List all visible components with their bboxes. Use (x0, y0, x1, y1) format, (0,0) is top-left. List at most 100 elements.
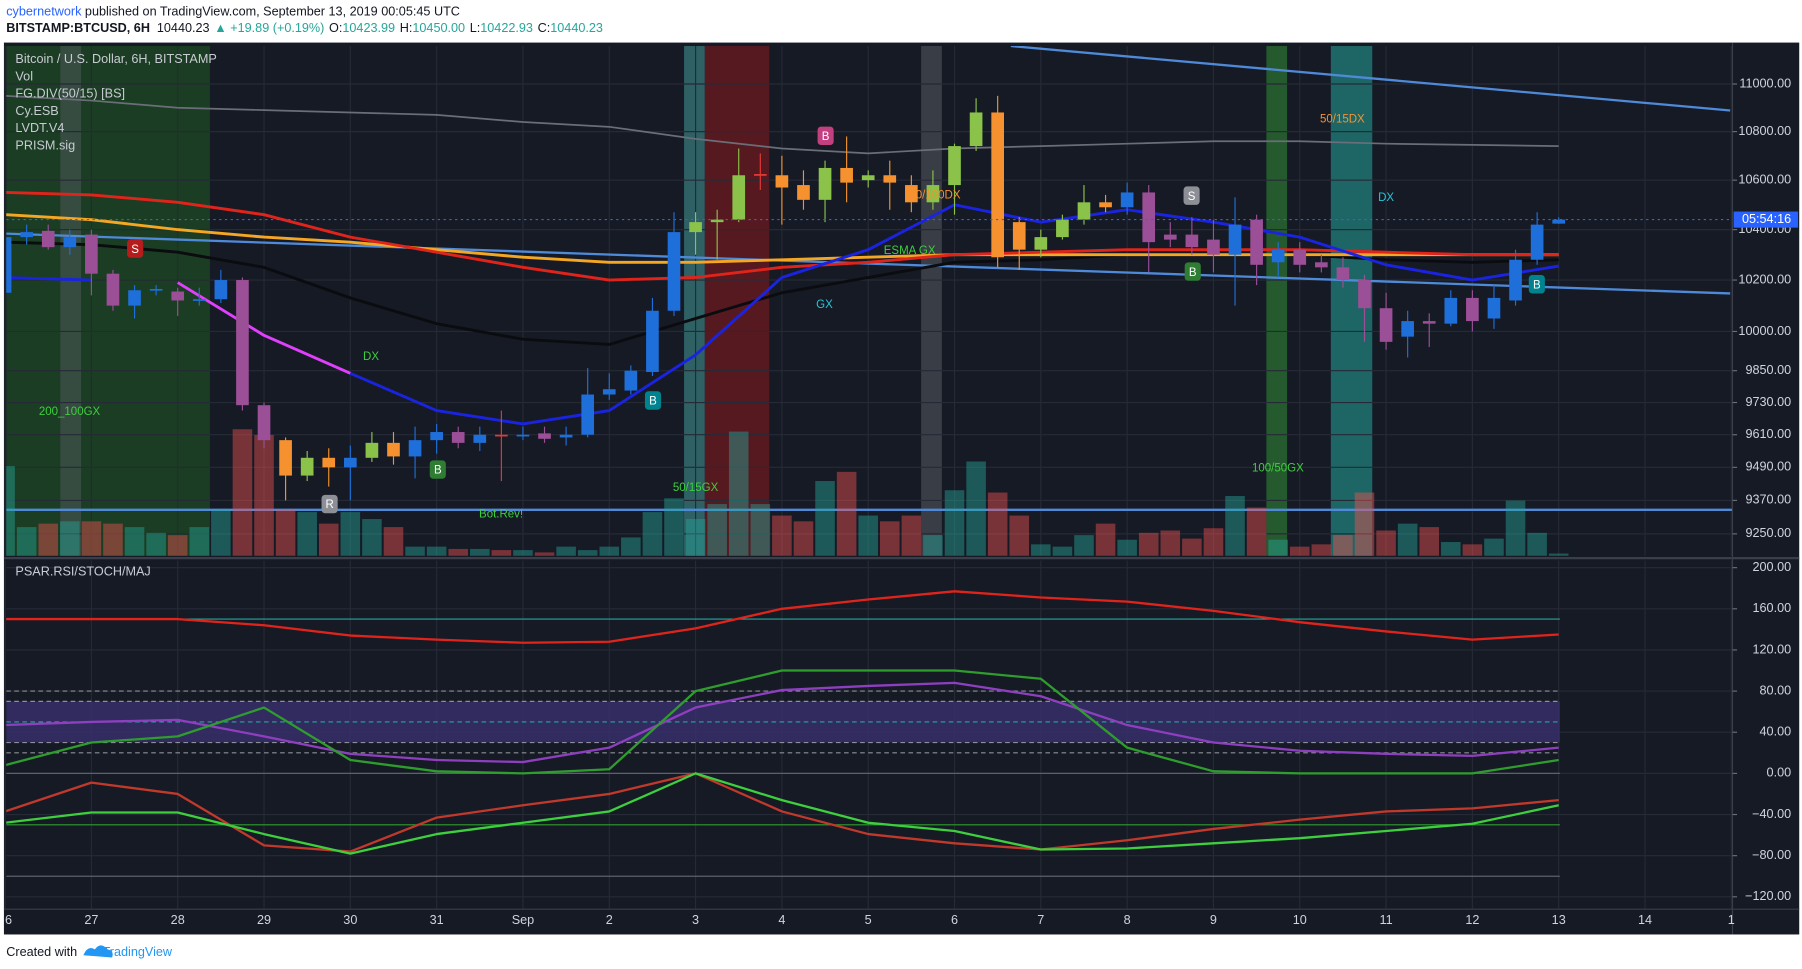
candle-body (451, 432, 465, 443)
trendline (1010, 46, 1731, 112)
y-tick-label: 0.00 (1767, 766, 1792, 780)
volume-bar (901, 515, 922, 556)
candle-body (516, 434, 530, 437)
volume-bar (1203, 528, 1224, 556)
candle-body (581, 394, 595, 435)
candle-body (214, 280, 228, 300)
x-tick-label: 5 (865, 913, 872, 927)
footer: Created with TradingView (6, 945, 173, 959)
x-tick-label: 11 (1380, 913, 1393, 927)
chart-background (3, 42, 1800, 935)
candle-body (106, 273, 120, 306)
volume-bar (513, 550, 533, 556)
signal-letter: B (649, 396, 657, 408)
published: published on TradingView.com, September … (81, 5, 460, 19)
volume-bar (1268, 539, 1288, 556)
pane-title: Bitcoin / U.S. Dollar, 6H, BITSTAMP (15, 52, 216, 66)
candle-body (602, 389, 616, 395)
signal-label: 50/100DX (909, 190, 960, 202)
candle-body (1552, 219, 1566, 224)
x-tick-label: 10 (1293, 913, 1307, 927)
candle-body (85, 234, 98, 274)
candle-body (624, 370, 638, 391)
y-tick-label: −80.00 (1752, 848, 1791, 862)
candle-body (1099, 202, 1112, 208)
candle-body (1379, 308, 1393, 342)
band (1266, 46, 1288, 556)
y-tick-label: 120.00 (1752, 642, 1791, 656)
volume-bar (1354, 492, 1375, 556)
volume-bar (879, 521, 900, 556)
volume-bar (1484, 538, 1504, 556)
x-tick-label: Sep (512, 913, 535, 927)
publisher[interactable]: cybernetwork (6, 5, 82, 19)
y-tick-label: 10600.00 (1738, 173, 1791, 187)
volume-bar (1117, 539, 1137, 556)
candle-body (1509, 259, 1522, 301)
volume-bar (470, 548, 490, 556)
volume-bar (1289, 546, 1310, 556)
candle-body (343, 457, 357, 468)
candle-body (6, 237, 12, 293)
candle-body (279, 440, 292, 476)
volume-bar (1074, 535, 1094, 556)
x-tick-label: 3 (692, 913, 699, 927)
signal-letter: R (325, 499, 333, 511)
indicator-name: LVDT.V4 (15, 121, 64, 135)
volume-bar (1138, 532, 1159, 556)
y-tick-label: 10200.00 (1738, 272, 1791, 286)
candle-body (1358, 280, 1371, 309)
volume-bar (987, 492, 1008, 556)
volume-bar (1505, 500, 1526, 556)
y-tick-label: −120.00 (1745, 889, 1791, 903)
volume-bar (944, 490, 965, 556)
oscillator-line (6, 681, 1559, 764)
band (684, 46, 705, 556)
candle-body (1185, 234, 1199, 248)
volume-bar (1462, 544, 1483, 556)
candle-body (1120, 192, 1134, 208)
volume-bar (189, 527, 210, 556)
candle-body (1012, 222, 1026, 250)
signal-badge (127, 239, 144, 258)
volume-bar (621, 537, 641, 556)
candle-body (1271, 249, 1285, 263)
candle-body (128, 290, 141, 306)
candle-body (926, 185, 940, 203)
volume-bar (750, 504, 771, 556)
oscillator-line (6, 590, 1559, 644)
candle-body (538, 433, 551, 439)
candle-body (63, 237, 77, 248)
x-tick-label: 4 (778, 913, 785, 927)
signal-label: DX (1378, 192, 1394, 204)
volume-bar (577, 550, 598, 556)
footer-brand[interactable]: TradingView (103, 945, 173, 959)
signal-badge (817, 126, 834, 146)
volume-bar (1052, 546, 1073, 556)
candle-body (1530, 224, 1544, 260)
volume-bar (81, 521, 102, 556)
candle-body (840, 167, 853, 183)
volume-bar (1009, 515, 1030, 556)
moving-average (176, 281, 351, 375)
volume-bar (1246, 507, 1267, 556)
x-tick-label: 9 (1210, 913, 1217, 927)
ohlc-key: C: (538, 21, 551, 35)
y-tick-label: 160.00 (1752, 601, 1791, 615)
volume-bar (167, 535, 188, 556)
candle-body (1422, 321, 1436, 324)
candle-body (1250, 219, 1263, 265)
oscillator-line (6, 772, 1559, 853)
signal-label: 200_100GX (39, 406, 101, 418)
volume-bar (1441, 542, 1461, 556)
y-tick-label: 200.00 (1752, 560, 1791, 574)
footer-text: Created with (6, 945, 77, 959)
volume-bar (491, 550, 512, 556)
volume-bar (1311, 544, 1332, 556)
volume-bar (232, 429, 253, 556)
candle-body (905, 185, 918, 203)
candle-body (192, 299, 206, 301)
volume-bar (1527, 532, 1547, 556)
y-tick-label: 9850.00 (1745, 363, 1791, 377)
indicator-name: Cy.ESB (15, 104, 58, 118)
